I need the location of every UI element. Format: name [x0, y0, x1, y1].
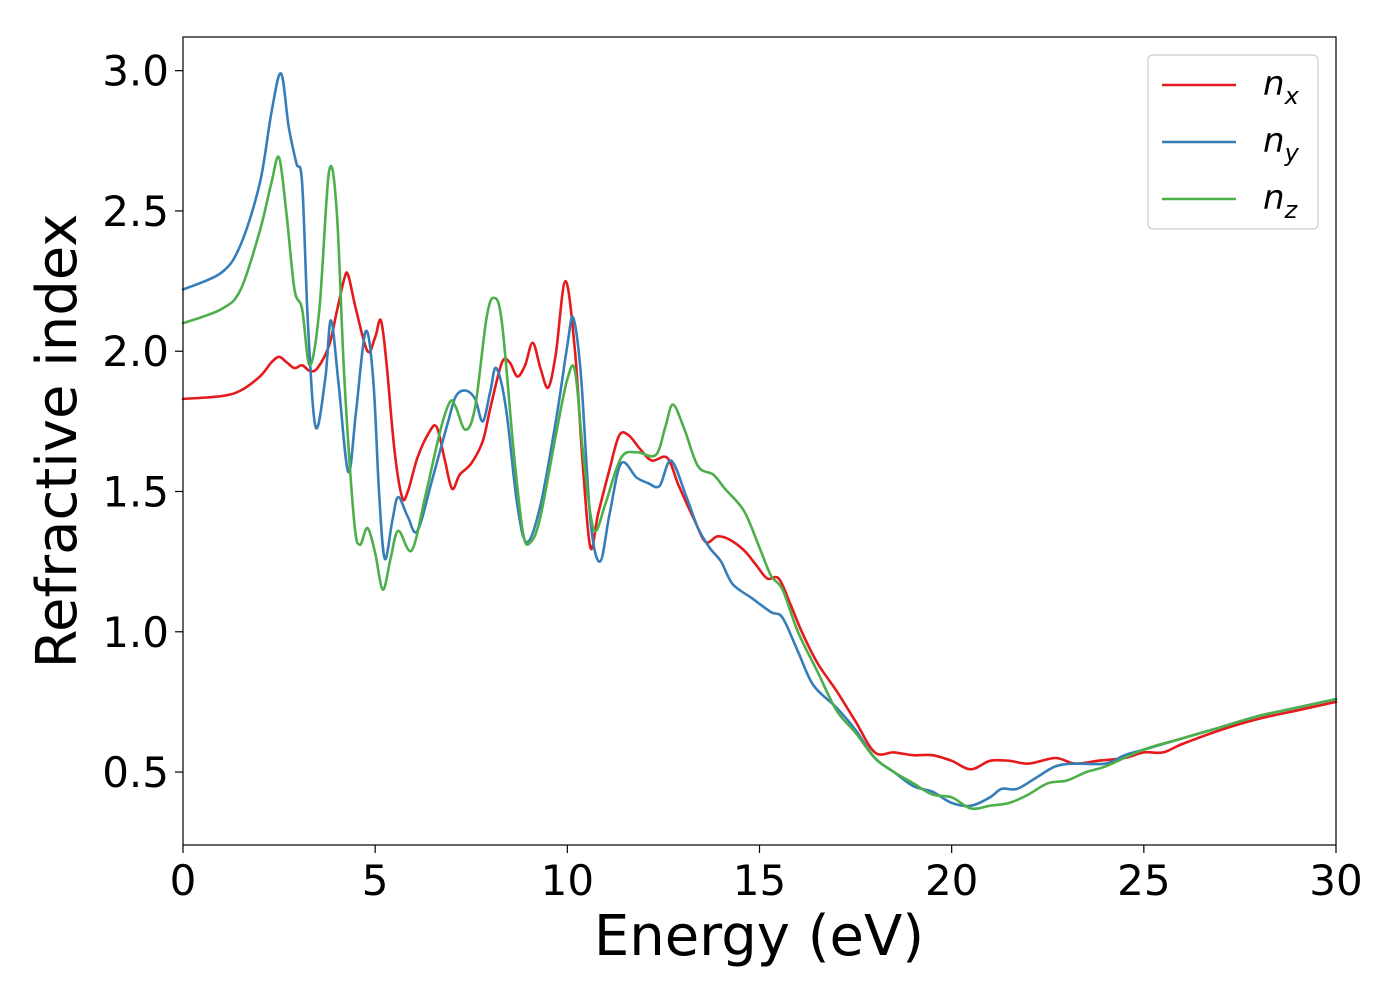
x-tick-label: 20	[925, 856, 978, 905]
legend-label-base: n	[1263, 64, 1285, 104]
y-tick-label: 1.0	[102, 608, 169, 657]
x-axis-title: Energy (eV)	[594, 904, 924, 969]
y-tick-label: 3.0	[102, 47, 169, 96]
series-line-n-z	[181, 155, 1338, 811]
legend-label-z: nz	[1263, 178, 1299, 224]
x-tick-label: 5	[362, 856, 389, 905]
x-tick-label: 0	[170, 856, 197, 905]
y-tick-label: 1.5	[102, 468, 169, 517]
x-tick-label: 25	[1117, 856, 1170, 905]
plot-background	[183, 37, 1336, 845]
legend-label-base: n	[1263, 178, 1285, 218]
y-tick-label: 2.0	[102, 327, 169, 376]
y-axis-title: Refractive index	[25, 214, 90, 669]
legend-label-x: nx	[1263, 64, 1300, 110]
legend-label-subscript: z	[1284, 196, 1299, 224]
legend-label-subscript: x	[1284, 82, 1300, 110]
y-tick-label: 0.5	[102, 748, 169, 797]
y-axis: 0.5 1.0 1.5 2.0 2.5 3.0	[102, 47, 183, 797]
series-line-n-y	[181, 72, 1338, 808]
legend-label-y: ny	[1263, 121, 1300, 167]
x-tick-label: 30	[1309, 856, 1362, 905]
legend-label-base: n	[1263, 121, 1285, 161]
series-layer	[181, 72, 1338, 811]
y-tick-label: 2.5	[102, 187, 169, 236]
x-tick-label: 10	[541, 856, 594, 905]
legend-label-subscript: y	[1284, 139, 1300, 167]
x-tick-label: 15	[733, 856, 786, 905]
x-axis: 0 5 10 15 20 25 30	[170, 845, 1363, 905]
